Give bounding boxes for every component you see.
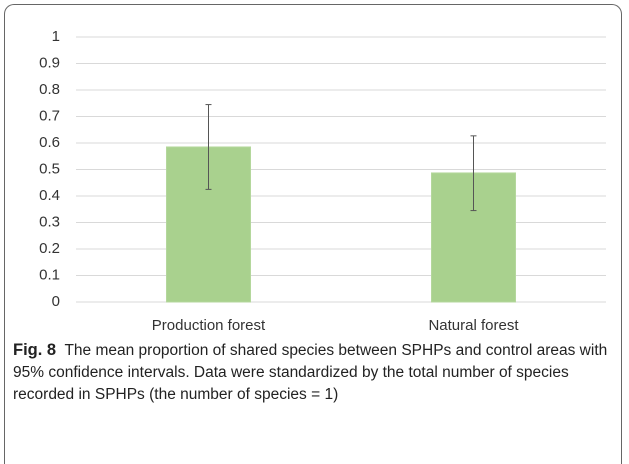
figure-frame [4, 4, 622, 464]
y-tick-label: 0.3 [39, 213, 60, 230]
y-tick-label: 1 [52, 28, 60, 45]
y-tick-label: 0.4 [39, 187, 60, 204]
x-tick-label: Natural forest [428, 317, 519, 334]
y-tick-label: 0.9 [39, 54, 60, 71]
y-tick-label: 0 [52, 293, 60, 310]
y-tick-label: 0.6 [39, 134, 60, 151]
y-tick-label: 0.2 [39, 240, 60, 257]
y-tick-label: 0.1 [39, 266, 60, 283]
y-tick-label: 0.7 [39, 107, 60, 124]
caption-text: The mean proportion of shared species be… [13, 342, 608, 403]
chart: 0 0.1 0.2 0.3 0.4 0.5 0.6 0.7 0.8 0.9 1 Production … [39, 28, 606, 334]
y-tick-label: 0.8 [39, 81, 60, 98]
caption: Fig. 8 The mean proportion of shared spe… [13, 339, 613, 406]
caption-label: Fig. 8 [13, 341, 57, 359]
x-tick-label: Production forest [152, 317, 266, 334]
y-tick-label: 0.5 [39, 160, 60, 177]
